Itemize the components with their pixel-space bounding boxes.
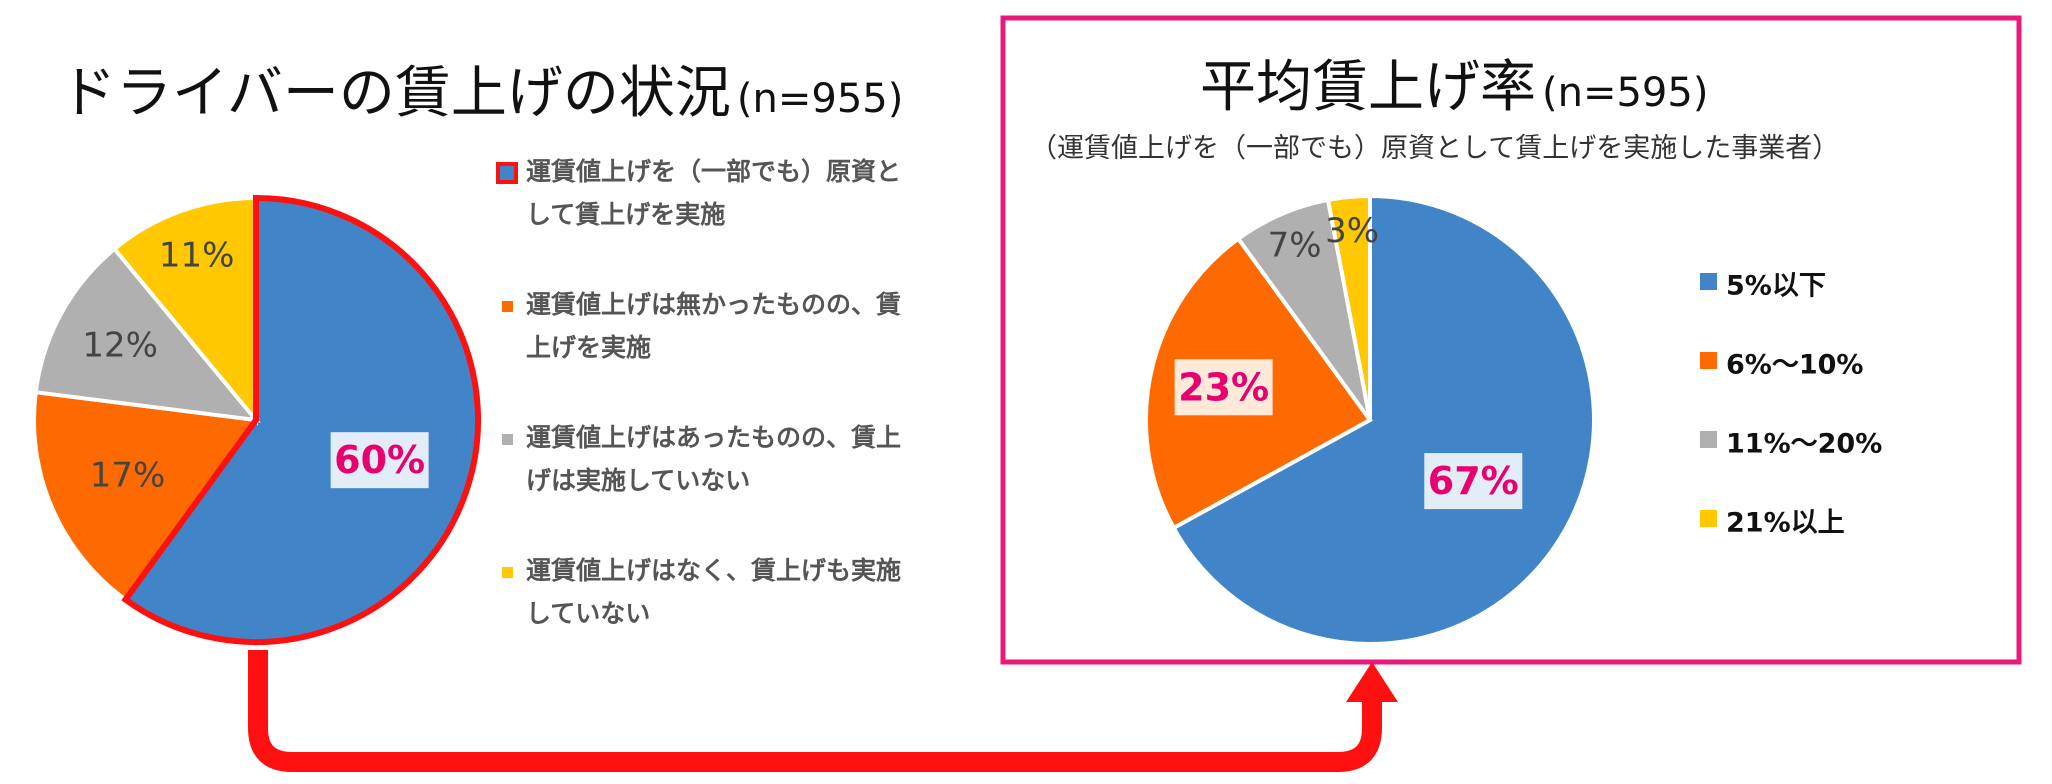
chart1-value-label-3: 11% — [159, 235, 235, 275]
connector-arrowhead — [1346, 662, 1398, 702]
chart2-value-label-3: 3% — [1325, 211, 1379, 251]
chart2-label-bg-1 — [1174, 359, 1273, 416]
chart2-subtitle: （運賃値上げを（一部でも）原資として賃上げを実施した事業者） — [1030, 133, 1839, 164]
chart1-slice-1 — [32, 389, 260, 603]
chart1-value-label-1: 17% — [90, 456, 166, 496]
chart1-legend-swatch-0 — [496, 162, 518, 184]
chart1-legend-label-0: 運賃値上げを（一部でも）原資として賃上げを実施 — [526, 157, 901, 229]
chart2-value-label-0: 67% — [1428, 459, 1519, 503]
chart2-legend-label-2: 11%〜20% — [1726, 429, 1882, 460]
chart2-slice-3 — [1325, 193, 1372, 421]
connector-line — [248, 650, 1382, 772]
chart1-legend-label-2: 運賃値上げはあったものの、賃上げは実施していない — [526, 423, 901, 495]
chart1-title-suffix: (n=955) — [737, 76, 903, 122]
chart2-legend-swatch-2 — [1700, 431, 1717, 448]
chart2-legend-swatch-0 — [1700, 273, 1717, 290]
chart2-label-bg-0 — [1424, 453, 1523, 510]
chart1-legend-swatch-2 — [502, 434, 513, 445]
chart2-pie: 67% 23% 7% 3% — [1144, 193, 1596, 646]
chart2-value-label-2: 7% — [1268, 226, 1322, 266]
chart2-title-main: 平均賃上げ率 — [1200, 55, 1536, 120]
chart1-pie: 60% 17% 12% 11% — [32, 194, 481, 645]
chart2-legend: 5%以下 6%〜10% 11%〜20% 21%以上 — [1700, 271, 1882, 539]
chart1-highlight-outline — [121, 194, 481, 645]
chart2-value-label-1: 23% — [1178, 365, 1269, 409]
connector-arrow — [248, 650, 1398, 772]
chart1-title: ドライバーの賃上げの状況 (n=955) — [60, 61, 903, 126]
chart2-frame — [1000, 15, 2022, 665]
chart2-legend-label-0: 5%以下 — [1726, 271, 1826, 302]
chart1-value-label-2: 12% — [82, 325, 158, 365]
chart2-title-suffix: (n=595) — [1542, 70, 1708, 116]
chart1-label-bg-0 — [330, 432, 429, 489]
chart1-legend-label-1: 運賃値上げは無かったものの、賃上げを実施 — [526, 290, 901, 362]
chart1-legend-swatch-3 — [502, 567, 513, 578]
chart2-legend-label-1: 6%〜10% — [1726, 350, 1863, 381]
chart1-value-label-0: 60% — [334, 438, 425, 482]
chart2-title: 平均賃上げ率 (n=595) — [1200, 55, 1708, 120]
chart1-slice-3 — [111, 195, 258, 426]
chart1-legend-label-3: 運賃値上げはなく、賃上げも実施していない — [526, 556, 901, 628]
chart2-legend-label-3: 21%以上 — [1726, 508, 1845, 539]
chart1-slice-2 — [33, 246, 261, 423]
chart1-title-main: ドライバーの賃上げの状況 — [60, 61, 731, 126]
chart2-legend-swatch-1 — [1700, 352, 1717, 369]
chart2-slice-0 — [1170, 193, 1596, 646]
chart2-legend-swatch-3 — [1700, 510, 1717, 527]
chart1-legend-swatch-1 — [502, 301, 513, 312]
chart1-legend: 運賃値上げを（一部でも）原資として賃上げを実施運賃値上げは無かったものの、賃上げ… — [496, 157, 901, 628]
